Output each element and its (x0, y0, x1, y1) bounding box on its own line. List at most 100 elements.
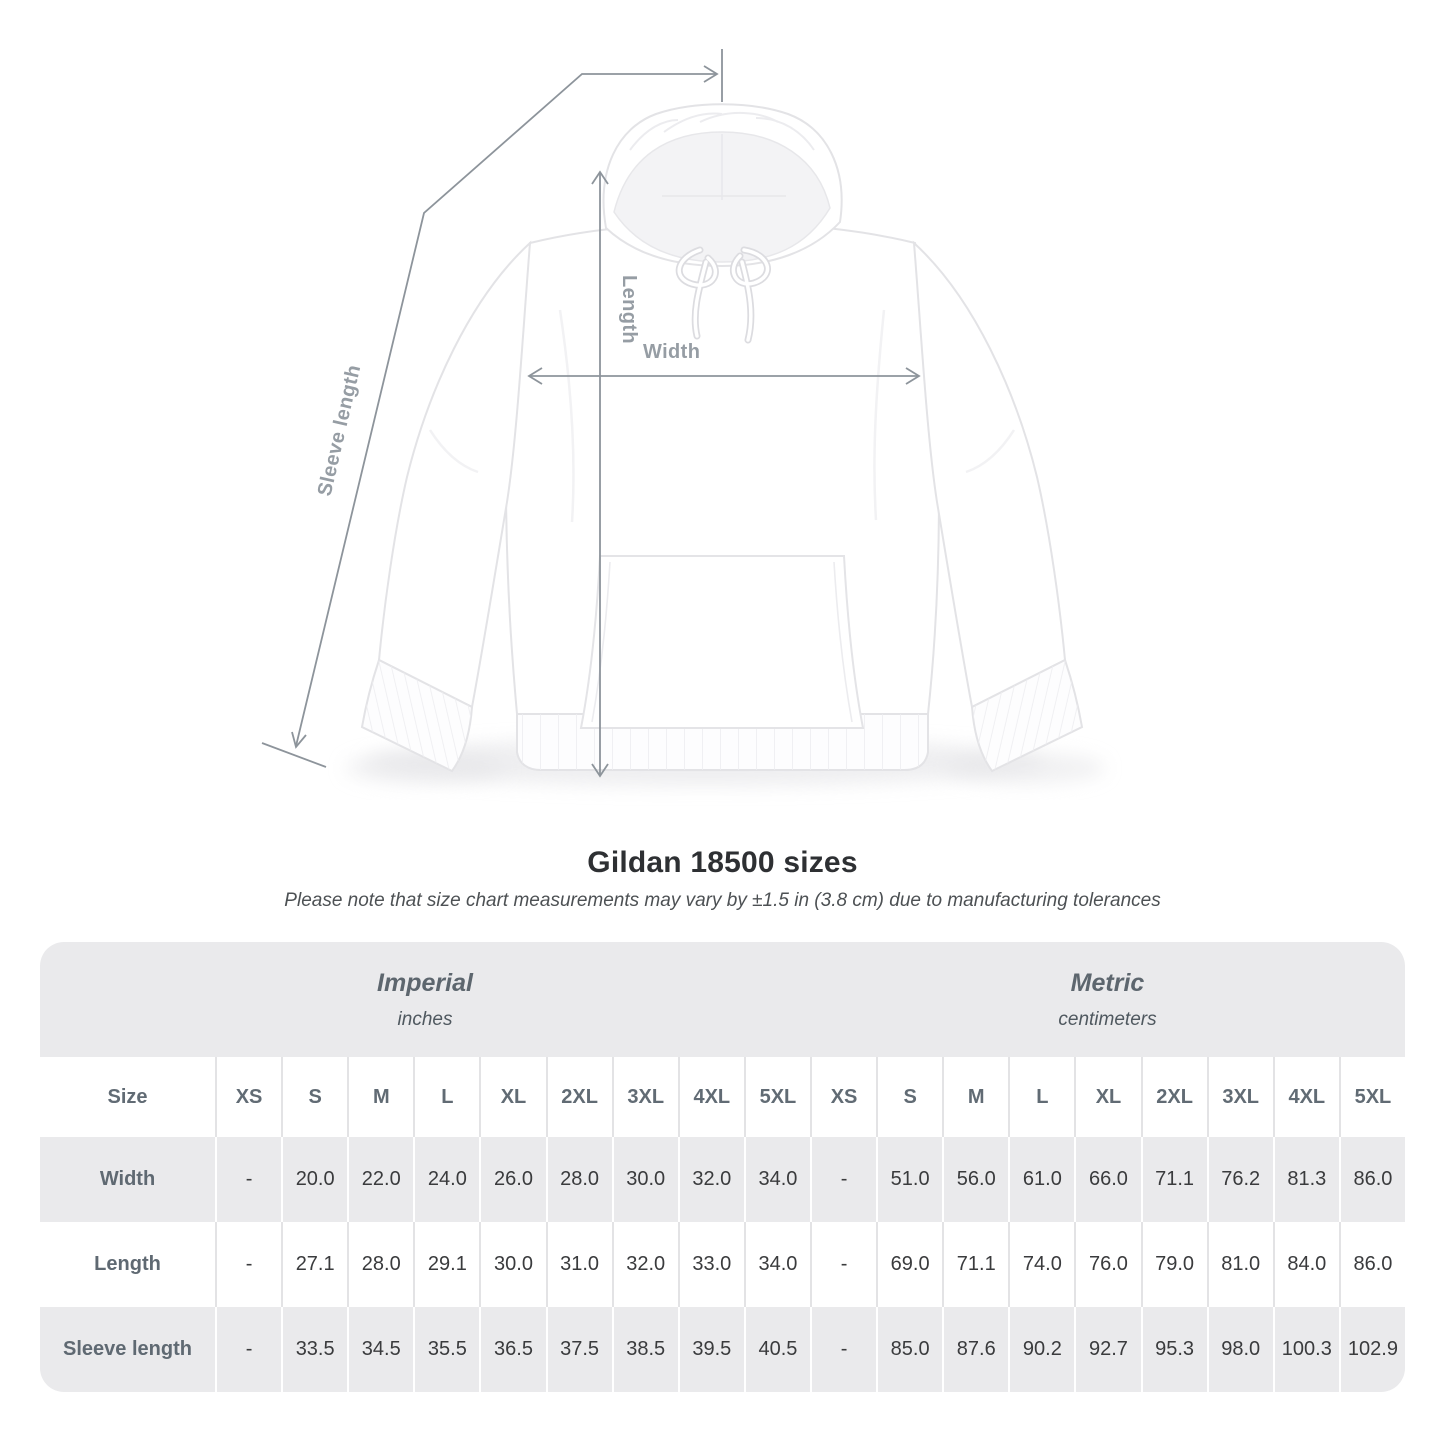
value-cell: 24.0 (413, 1137, 480, 1222)
value-cell: 36.5 (479, 1307, 546, 1392)
size-header-cell: XS (215, 1057, 282, 1137)
value-cell: 37.5 (545, 1307, 612, 1392)
value-cell: 40.5 (743, 1307, 810, 1392)
drawstrings (675, 246, 771, 344)
value-cell: 34.0 (743, 1137, 810, 1222)
value-cell: 98.0 (1206, 1307, 1273, 1392)
value-cell: 85.0 (876, 1307, 943, 1392)
metric-unit-label: centimeters (1058, 1008, 1157, 1030)
value-cell: 26.0 (479, 1137, 546, 1222)
value-cell: 28.0 (347, 1222, 414, 1307)
width-measure-label: Width (643, 341, 701, 363)
sleeve-length-line (295, 73, 717, 747)
value-cell: - (215, 1222, 282, 1307)
size-header-cell: 3XL (611, 1057, 678, 1137)
value-cell: 61.0 (1008, 1137, 1075, 1222)
value-cell: 87.6 (942, 1307, 1009, 1392)
value-cell: 32.0 (611, 1222, 678, 1307)
size-header-cell: S (281, 1057, 348, 1137)
value-cell: 86.0 (1338, 1137, 1405, 1222)
value-cell: 38.5 (611, 1307, 678, 1392)
value-cell: 100.3 (1272, 1307, 1339, 1392)
value-cell: 33.5 (281, 1307, 348, 1392)
value-cell: 33.0 (677, 1222, 744, 1307)
imperial-section-header: Imperial inches (40, 942, 810, 1057)
size-header-cell: XL (479, 1057, 546, 1137)
value-cell: 35.5 (413, 1307, 480, 1392)
table-row-width: Width - 20.0 22.0 24.0 26.0 28.0 30.0 32… (40, 1137, 1405, 1222)
title-block: Gildan 18500 sizes Please note that size… (0, 828, 1445, 912)
imperial-unit-label: inches (397, 1008, 453, 1030)
size-guide-page: Sleeve length Length Width Gildan 18500 … (0, 49, 1445, 1392)
size-header-cell: 4XL (677, 1057, 744, 1137)
units-header-row: Imperial inches Metric centimeters (40, 942, 1405, 1057)
value-cell: 34.0 (743, 1222, 810, 1307)
value-cell: 74.0 (1008, 1222, 1075, 1307)
value-cell: 27.1 (281, 1222, 348, 1307)
tolerance-note: Please note that size chart measurements… (284, 890, 1161, 911)
value-cell: 76.0 (1074, 1222, 1141, 1307)
size-header-cell: 2XL (1140, 1057, 1207, 1137)
value-cell: 71.1 (1140, 1137, 1207, 1222)
sizes-header-row: Size XS S M L XL 2XL 3XL 4XL 5XL XS S M … (40, 1057, 1405, 1137)
size-column-header: Size (40, 1057, 215, 1137)
measurement-arrows (261, 49, 921, 778)
value-cell: 86.0 (1338, 1222, 1405, 1307)
size-table: Imperial inches Metric centimeters Size … (40, 942, 1405, 1392)
metric-label: Metric (1070, 968, 1145, 997)
value-cell: 90.2 (1008, 1307, 1075, 1392)
size-header-cell: L (1008, 1057, 1075, 1137)
value-cell: 31.0 (545, 1222, 612, 1307)
value-cell: 34.5 (347, 1307, 414, 1392)
sleeve-right (912, 241, 1084, 773)
size-header-cell: XL (1074, 1057, 1141, 1137)
page-title: Gildan 18500 sizes (587, 846, 858, 879)
value-cell: 79.0 (1140, 1222, 1207, 1307)
value-cell: 30.0 (479, 1222, 546, 1307)
value-cell: - (215, 1137, 282, 1222)
value-cell: - (809, 1137, 877, 1222)
length-measure-label: Length (618, 275, 640, 345)
size-header-cell: S (876, 1057, 943, 1137)
value-cell: 84.0 (1272, 1222, 1339, 1307)
value-cell: - (809, 1307, 877, 1392)
size-header-cell: 5XL (743, 1057, 810, 1137)
value-cell: 102.9 (1338, 1307, 1405, 1392)
sleeve-left (360, 240, 532, 773)
size-header-cell: XS (809, 1057, 877, 1137)
hoodie-image (261, 49, 1105, 786)
value-cell: 92.7 (1074, 1307, 1141, 1392)
value-cell: - (809, 1222, 877, 1307)
value-cell: - (215, 1307, 282, 1392)
imperial-label: Imperial (377, 968, 473, 997)
row-label: Length (40, 1222, 215, 1307)
size-header-cell: 3XL (1206, 1057, 1273, 1137)
product-measurement-diagram: Sleeve length Length Width (261, 49, 1105, 786)
size-header-cell: L (413, 1057, 480, 1137)
value-cell: 22.0 (347, 1137, 414, 1222)
row-label: Width (40, 1137, 215, 1222)
value-cell: 81.0 (1206, 1222, 1273, 1307)
row-label: Sleeve length (40, 1307, 215, 1392)
value-cell: 39.5 (677, 1307, 744, 1392)
value-cell: 56.0 (942, 1137, 1009, 1222)
size-header-cell: 4XL (1272, 1057, 1339, 1137)
value-cell: 69.0 (876, 1222, 943, 1307)
size-header-cell: 2XL (545, 1057, 612, 1137)
table-row-sleeve-length: Sleeve length - 33.5 34.5 35.5 36.5 37.5… (40, 1307, 1405, 1392)
value-cell: 76.2 (1206, 1137, 1273, 1222)
value-cell: 29.1 (413, 1222, 480, 1307)
kangaroo-pocket (579, 555, 865, 729)
value-cell: 66.0 (1074, 1137, 1141, 1222)
value-cell: 51.0 (876, 1137, 943, 1222)
value-cell: 20.0 (281, 1137, 348, 1222)
size-header-cell: M (942, 1057, 1009, 1137)
size-header-cell: 5XL (1338, 1057, 1405, 1137)
value-cell: 30.0 (611, 1137, 678, 1222)
metric-section-header: Metric centimeters (809, 942, 1405, 1057)
value-cell: 95.3 (1140, 1307, 1207, 1392)
value-cell: 28.0 (545, 1137, 612, 1222)
value-cell: 32.0 (677, 1137, 744, 1222)
table-row-length: Length - 27.1 28.0 29.1 30.0 31.0 32.0 3… (40, 1222, 1405, 1307)
size-header-cell: M (347, 1057, 414, 1137)
